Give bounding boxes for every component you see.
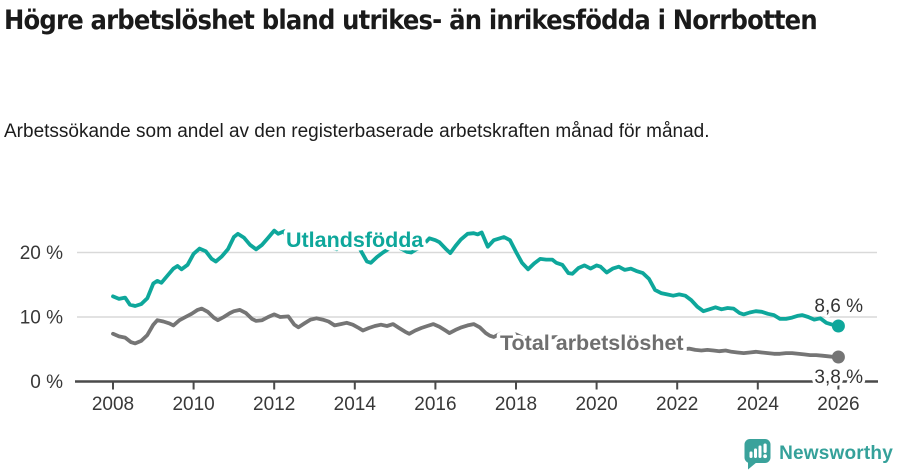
newsworthy-logo[interactable]: Newsworthy [744, 438, 893, 470]
series-label-utlandsfodda: Utlandsfödda [286, 228, 424, 252]
x-tick-label-2022: 2022 [656, 394, 698, 415]
series-end-dot-total [831, 350, 845, 364]
end-value-label-utlandsfodda: 8,6 % [814, 296, 863, 317]
series-end-dot-utlandsfodda [831, 319, 845, 333]
end-value-label-total: 3,8 % [814, 367, 863, 388]
x-tick-label-2020: 2020 [575, 394, 617, 415]
series-label-total: Total arbetslöshet [500, 331, 684, 355]
series-line-utlandsfodda [111, 228, 841, 328]
page-subtitle: Arbetssökande som andel av den registerb… [4, 121, 710, 142]
x-tick-label-2018: 2018 [495, 394, 537, 415]
y-tick-label-20: 20 % [20, 243, 63, 264]
y-tick-label-10: 10 % [20, 308, 63, 329]
x-tick-label-2008: 2008 [92, 394, 134, 415]
newsworthy-logo-icon [744, 439, 771, 470]
y-tick-label-0: 0 % [30, 372, 63, 393]
x-tick-label-2026: 2026 [817, 394, 859, 415]
x-tick-label-2014: 2014 [334, 394, 377, 415]
x-tick-label-2016: 2016 [414, 394, 456, 415]
series-line-total [111, 306, 841, 359]
page-title: Högre arbetslöshet bland utrikes- än inr… [4, 5, 818, 36]
x-tick-label-2012: 2012 [253, 394, 295, 415]
newsworthy-logo-text: Newsworthy [779, 443, 893, 464]
x-tick-label-2010: 2010 [172, 394, 214, 415]
x-tick-label-2024: 2024 [737, 394, 780, 415]
